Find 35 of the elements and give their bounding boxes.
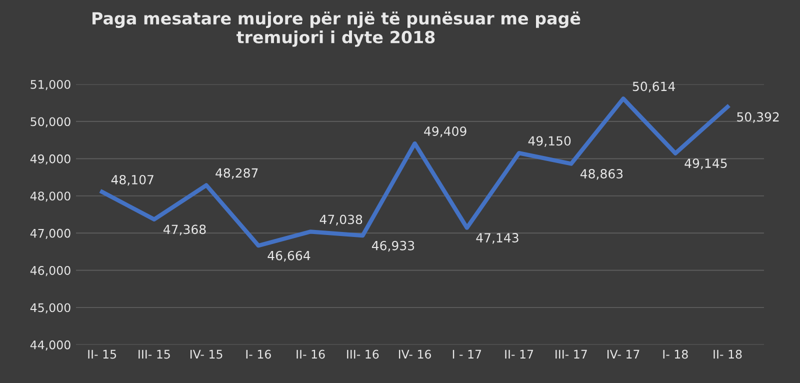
data-label: 49,409	[424, 126, 466, 138]
x-tick-label: III- 15	[138, 350, 170, 359]
x-tick-label: II- 17	[505, 350, 534, 359]
x-tick-label: III- 17	[556, 350, 587, 359]
data-label: 49,150	[528, 136, 571, 147]
data-label: 48,287	[216, 168, 258, 179]
data-label: 47,038	[320, 214, 362, 226]
y-tick-label: 49,000	[30, 154, 70, 165]
x-tick-label: IV- 16	[398, 350, 431, 359]
y-tick-label: 48,000	[30, 192, 70, 202]
y-tick-label: 50,000	[30, 117, 70, 128]
x-tick-label: I- 16	[246, 350, 271, 359]
data-label: 48,107	[111, 174, 154, 186]
y-tick-label: 47,000	[30, 228, 70, 239]
x-tick-label: IV- 17	[607, 350, 640, 359]
x-tick-label: II- 18	[714, 350, 742, 359]
y-tick-label: 51,000	[30, 80, 70, 90]
data-label: 50,614	[632, 82, 675, 92]
x-tick-label: IV- 15	[190, 350, 222, 359]
data-label: 48,863	[580, 169, 623, 180]
y-tick-label: 46,000	[30, 266, 70, 276]
y-tick-label: 45,000	[30, 303, 70, 314]
x-tick-label: III- 16	[347, 350, 379, 359]
x-tick-label: II- 16	[296, 350, 325, 359]
x-tick-label: I- 18	[663, 350, 688, 359]
x-tick-label: II- 15	[88, 350, 116, 359]
data-label: 47,368	[163, 224, 206, 236]
data-label: 50,392	[737, 112, 779, 123]
data-label: 47,143	[476, 233, 518, 244]
data-label: 46,933	[372, 240, 414, 252]
y-tick-label: 44,000	[30, 340, 70, 351]
data-label: 46,664	[268, 250, 310, 262]
chart-title: Paga mesatare mujore për një të punësuar me pagë tremujori i dyte 2018	[92, 11, 580, 47]
data-label: 49,145	[684, 158, 727, 170]
x-tick-label: I - 17	[452, 350, 482, 359]
